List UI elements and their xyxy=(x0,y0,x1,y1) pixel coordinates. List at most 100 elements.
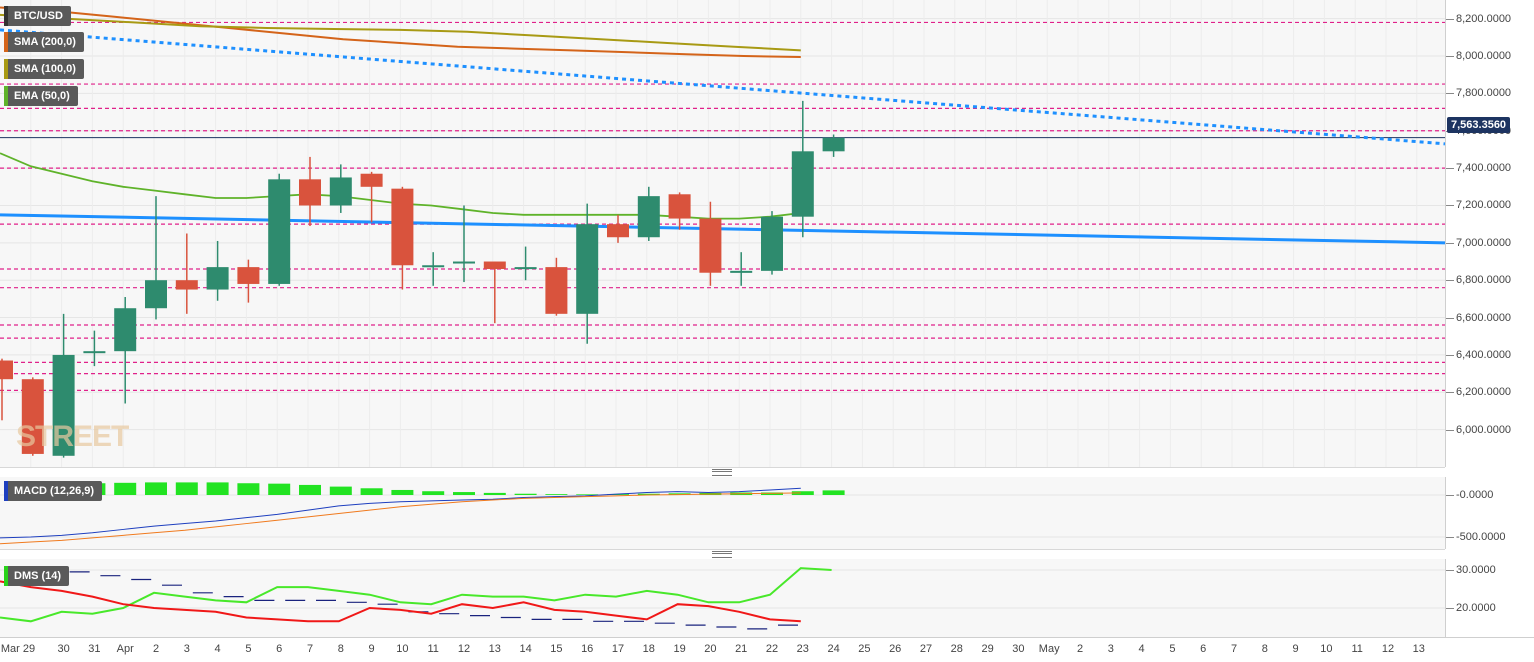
candle-body xyxy=(206,267,229,290)
macd-histogram-bar xyxy=(576,494,599,495)
axis-tick xyxy=(1446,429,1454,431)
time-axis-label: 19 xyxy=(673,643,686,655)
indicator-label-text: SMA (200,0) xyxy=(14,36,76,48)
dms-axis[interactable]: 30.0000 20.0000 xyxy=(1445,559,1534,637)
axis-tick xyxy=(1446,317,1454,319)
indicator-label-dms[interactable]: DMS (14) xyxy=(4,566,70,586)
resistance-trendline xyxy=(0,28,1445,146)
time-axis[interactable]: Mar 29 30 31 Apr 2 3 4 5 6 7 8 9 10 11 12 13 14 15 16 17 18 1… xyxy=(0,637,1534,662)
candle-body xyxy=(21,379,44,454)
indicator-label-sma100[interactable]: SMA (100,0) xyxy=(4,59,84,79)
macd-histogram-bar xyxy=(268,483,291,495)
axis-tick xyxy=(1446,392,1454,394)
time-axis-label: 30 xyxy=(1012,643,1025,655)
time-axis-label: 25 xyxy=(858,643,871,655)
macd-axis[interactable]: -0.0000 -500.0000 xyxy=(1445,477,1534,549)
candle-body xyxy=(576,224,599,314)
time-axis-label: 8 xyxy=(337,643,344,655)
candle-body xyxy=(114,308,137,352)
axis-tick xyxy=(1446,205,1454,207)
time-axis-label: 10 xyxy=(1320,643,1333,655)
candle-body xyxy=(453,261,475,264)
time-axis-label: 7 xyxy=(306,643,314,655)
indicator-label-text: DMS (14) xyxy=(14,570,62,582)
candle-body xyxy=(822,137,845,152)
candle-body xyxy=(391,188,414,266)
time-axis-label: 30 xyxy=(57,643,70,655)
panel-resize-handle[interactable] xyxy=(0,467,1445,477)
time-axis-label: 17 xyxy=(611,643,625,655)
axis-tick-label: 30.0000 xyxy=(1456,564,1496,576)
candle-body xyxy=(514,267,537,270)
indicator-label-btcusd[interactable]: BTC/USD xyxy=(4,6,71,26)
axis-tick-label: -0.0000 xyxy=(1456,489,1494,501)
candle-body xyxy=(237,267,260,284)
macd-histogram-bar xyxy=(637,493,660,495)
indicator-color-swatch xyxy=(4,566,8,586)
macd-histogram-bar xyxy=(391,489,414,495)
indicator-label-macd[interactable]: MACD (12,26,9) xyxy=(4,481,103,501)
macd-histogram-bar xyxy=(483,492,506,495)
time-axis-label: 10 xyxy=(396,643,409,655)
candle-body xyxy=(145,280,167,309)
candle-body xyxy=(268,179,291,284)
axis-tick-label: 6,000.0000 xyxy=(1456,423,1512,436)
macd-histogram-bar xyxy=(422,491,445,495)
macd-histogram-bar xyxy=(514,493,537,495)
minus-di-line xyxy=(0,580,801,623)
time-axis-label: 5 xyxy=(1169,643,1176,655)
resize-grip-icon xyxy=(712,469,732,476)
axis-tick xyxy=(1446,56,1454,58)
time-axis-label: 8 xyxy=(1261,643,1268,655)
indicator-label-ema50[interactable]: EMA (50,0) xyxy=(4,86,78,106)
time-axis-label: 18 xyxy=(642,643,655,655)
resize-grip-icon xyxy=(712,551,732,558)
axis-tick xyxy=(1446,18,1454,20)
axis-tick xyxy=(1446,168,1454,170)
candle-body xyxy=(299,179,321,206)
indicator-color-swatch xyxy=(4,6,8,26)
time-axis-label: 27 xyxy=(919,643,933,655)
price-axis[interactable]: 8,200.00008,000.00007,800.00007,600.0000… xyxy=(1445,0,1534,467)
axis-tick-label: 20.0000 xyxy=(1456,602,1496,614)
dms-panel[interactable] xyxy=(0,559,1445,638)
time-axis-label: 2 xyxy=(152,643,160,655)
indicator-color-swatch xyxy=(4,59,8,79)
macd-chart[interactable] xyxy=(0,477,1445,549)
indicator-label-sma200[interactable]: SMA (200,0) xyxy=(4,32,84,52)
candle-body xyxy=(761,216,783,271)
candle-body xyxy=(360,173,383,187)
axis-tick-label: 6,400.0000 xyxy=(1456,348,1512,361)
time-axis-label: 4 xyxy=(1138,643,1145,655)
macd-histogram-bar xyxy=(175,482,198,495)
candle-body xyxy=(329,177,352,206)
time-axis-label: 4 xyxy=(214,643,221,655)
moving-average-line xyxy=(0,13,801,52)
price-chart[interactable] xyxy=(0,0,1445,467)
dms-chart[interactable] xyxy=(0,559,1445,637)
time-axis-label: 3 xyxy=(1107,643,1114,655)
macd-histogram-bar xyxy=(453,492,475,495)
indicator-label-text: EMA (50,0) xyxy=(14,90,70,102)
time-axis-label: 9 xyxy=(368,643,375,655)
time-axis-label: 29 xyxy=(981,643,994,655)
time-axis-label: 3 xyxy=(183,643,190,655)
macd-histogram-bar xyxy=(206,482,229,495)
macd-signal-line xyxy=(0,492,801,545)
candle-body xyxy=(0,360,13,380)
time-axis-label: 16 xyxy=(581,643,594,655)
time-axis-label: 7 xyxy=(1230,643,1238,655)
time-axis-label: 24 xyxy=(827,643,840,655)
macd-histogram-bar xyxy=(607,494,629,495)
axis-tick-label: 8,200.0000 xyxy=(1456,12,1512,25)
time-axis-label: 9 xyxy=(1292,643,1299,655)
axis-tick-label: 7,200.0000 xyxy=(1456,199,1512,212)
time-axis-label: 22 xyxy=(765,643,779,655)
time-axis-label: 20 xyxy=(704,643,717,655)
axis-tick-label: 6,600.0000 xyxy=(1456,311,1512,324)
indicator-color-swatch xyxy=(4,481,8,501)
indicator-label-text: SMA (100,0) xyxy=(14,63,76,75)
panel-resize-handle[interactable] xyxy=(0,549,1445,559)
time-axis-label: 5 xyxy=(245,643,252,655)
time-axis-label: 12 xyxy=(457,643,471,655)
